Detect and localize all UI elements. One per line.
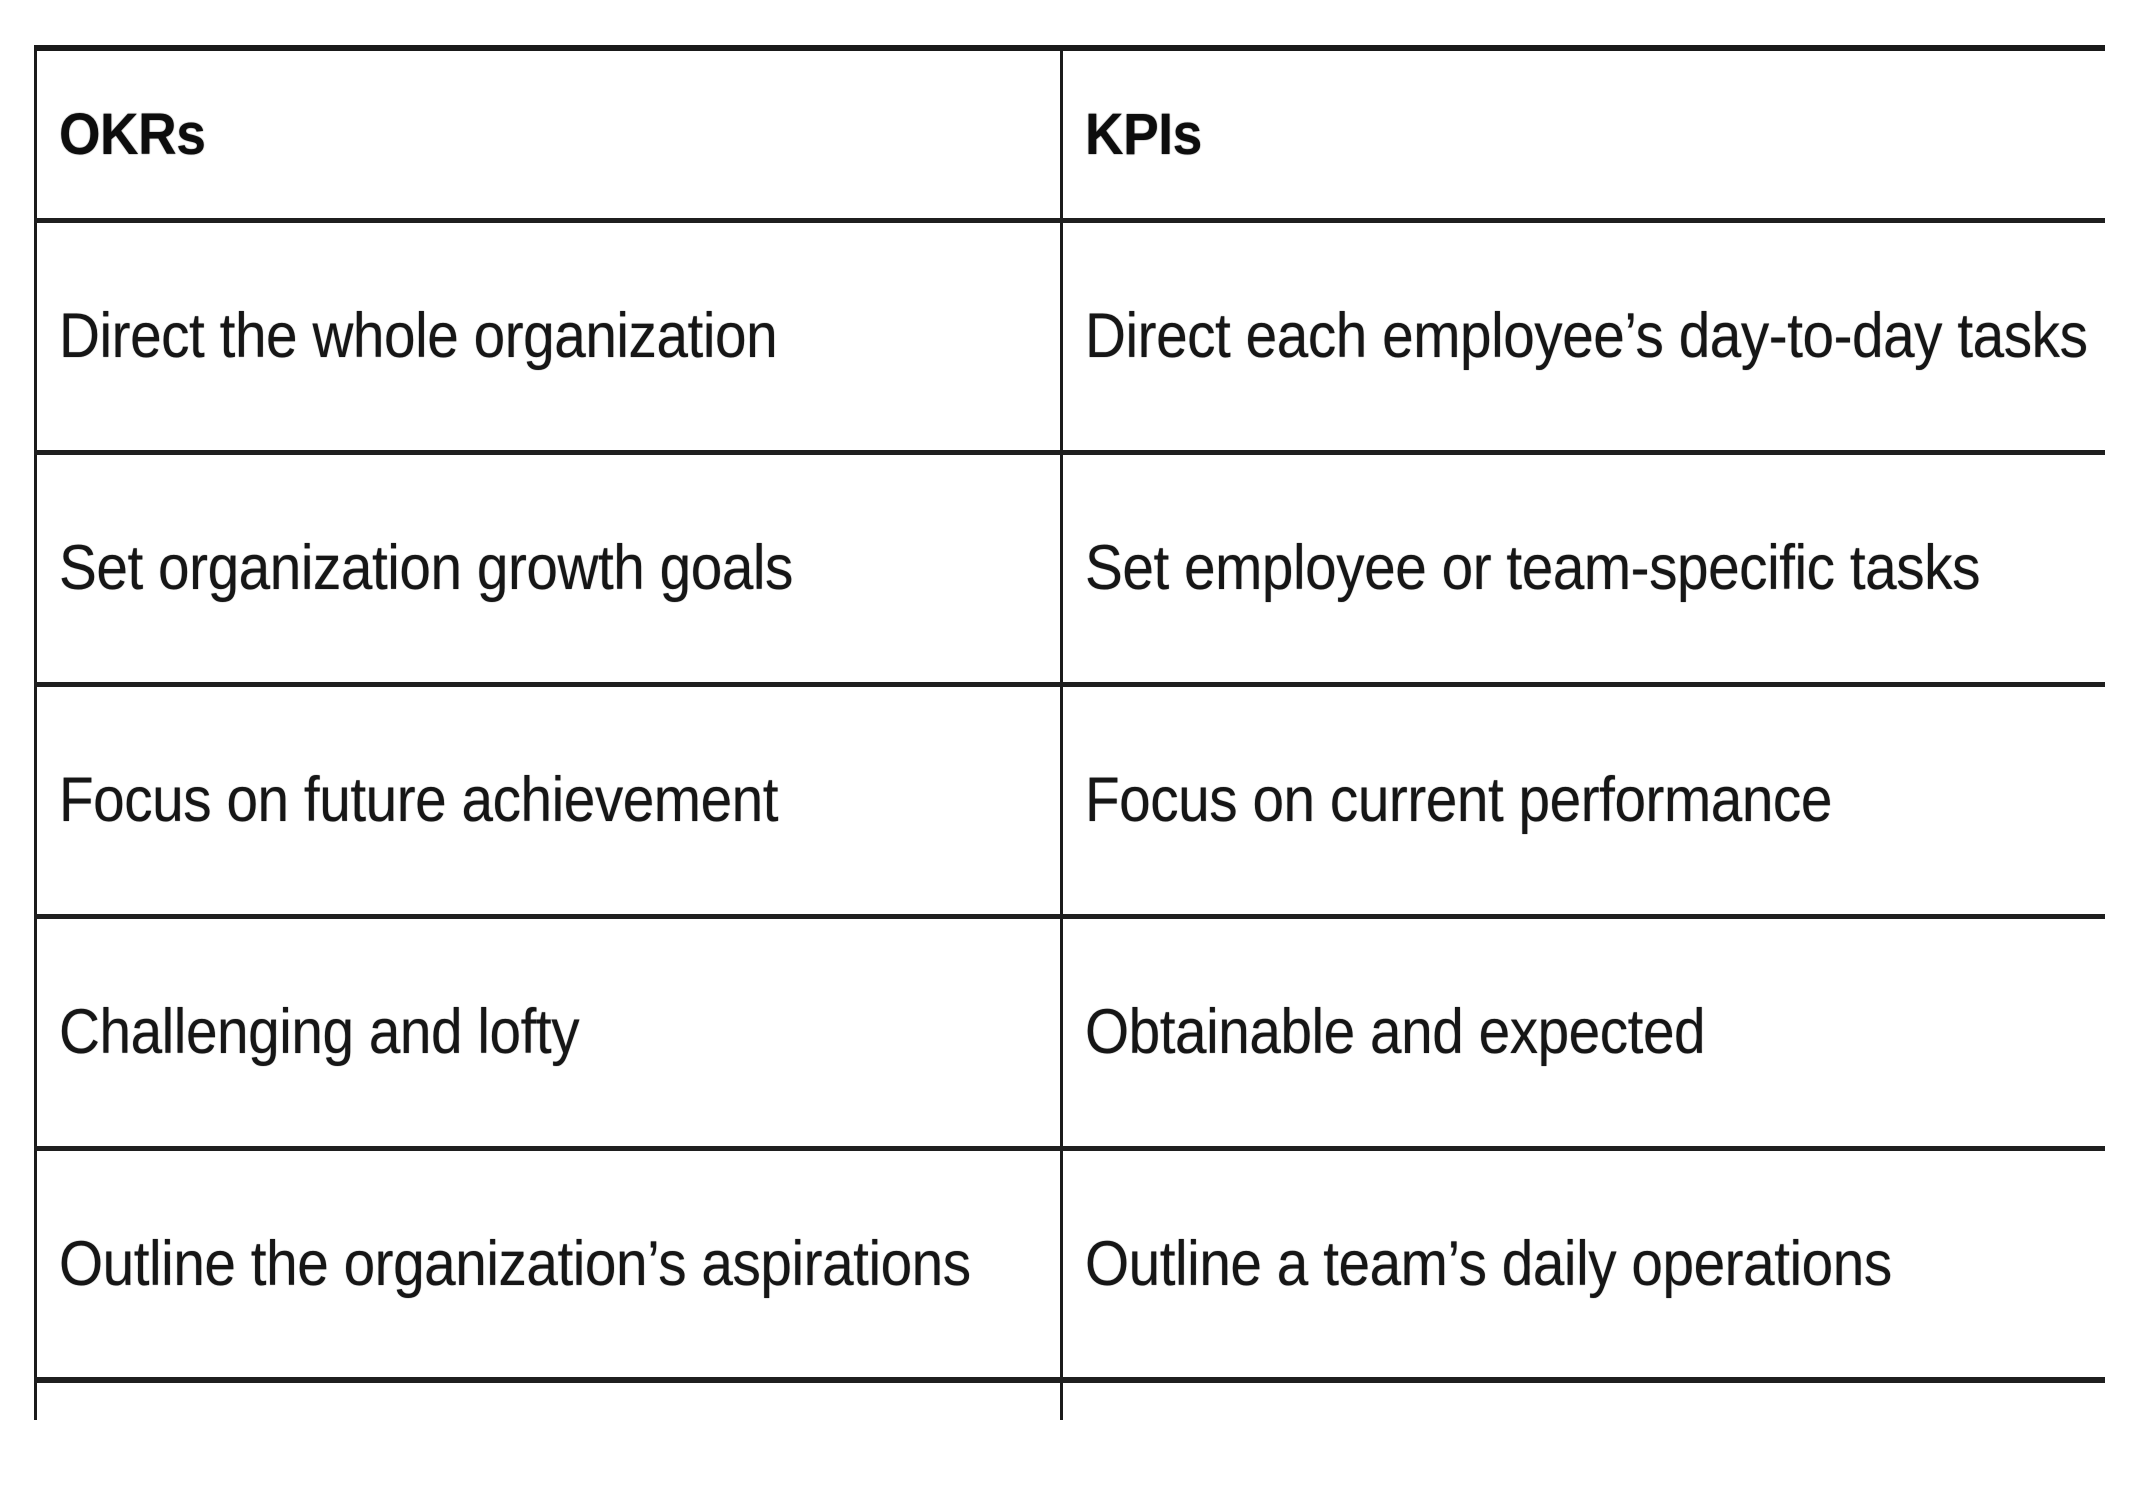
column-header-okrs-label: OKRs	[59, 101, 206, 167]
table-row: Focus on future achievement Focus on cur…	[34, 681, 2105, 916]
cell-kpis-text: Set employee or team-specific tasks	[1085, 532, 1980, 603]
cell-okrs-text: Direct the whole organization	[59, 300, 778, 371]
table-body: Direct the whole organization Direct eac…	[34, 217, 2105, 1420]
comparison-table-container: OKRs KPIs Direct the whole organization …	[34, 45, 2105, 1420]
cell-kpis: Set employee or team-specific tasks	[1060, 449, 2105, 684]
cell-okrs: Challenging and lofty	[34, 913, 1063, 1148]
cell-kpis-text: Obtainable and expected	[1085, 996, 1706, 1067]
table-row: Direct the whole organization Direct eac…	[34, 217, 2105, 452]
column-header-okrs: OKRs	[34, 45, 1063, 220]
column-header-kpis-label: KPIs	[1085, 101, 1202, 167]
table-header-row: OKRs KPIs	[34, 45, 2105, 220]
cell-kpis: Focus on current performance	[1060, 681, 2105, 916]
cell-okrs: Outline the organization’s aspirations	[34, 1145, 1063, 1380]
cell-kpis-text: Focus on current performance	[1085, 764, 1832, 835]
cell-okrs-text: Outline the organization’s aspirations	[59, 1228, 971, 1299]
cell-kpis: Obtainable and expected	[1060, 913, 2105, 1148]
table-row-truncated	[34, 1377, 2105, 1420]
cell-okrs-text: Set organization growth goals	[59, 532, 793, 603]
cell-okrs: Focus on future achievement	[34, 681, 1063, 916]
cell-kpis: Outline a team’s daily operations	[1060, 1145, 2105, 1380]
cell-okrs-text: Challenging and lofty	[59, 996, 580, 1067]
table-row: Challenging and lofty Obtainable and exp…	[34, 913, 2105, 1148]
column-header-kpis: KPIs	[1060, 45, 2105, 220]
table-row: Set organization growth goals Set employ…	[34, 449, 2105, 684]
cell-okrs: Direct the whole organization	[34, 217, 1063, 452]
cell-okrs: Set organization growth goals	[34, 449, 1063, 684]
table-header: OKRs KPIs	[34, 45, 2105, 220]
cell-kpis: Direct each employee’s day-to-day tasks	[1060, 217, 2105, 452]
okrs-vs-kpis-table: OKRs KPIs Direct the whole organization …	[34, 45, 2105, 1420]
cell-kpis-truncated	[1060, 1377, 2105, 1420]
cell-kpis-text: Outline a team’s daily operations	[1085, 1228, 1892, 1299]
table-row: Outline the organization’s aspirations O…	[34, 1145, 2105, 1380]
cell-kpis-text: Direct each employee’s day-to-day tasks	[1085, 300, 2088, 371]
cell-okrs-text: Focus on future achievement	[59, 764, 779, 835]
cell-okrs-truncated	[34, 1377, 1063, 1420]
